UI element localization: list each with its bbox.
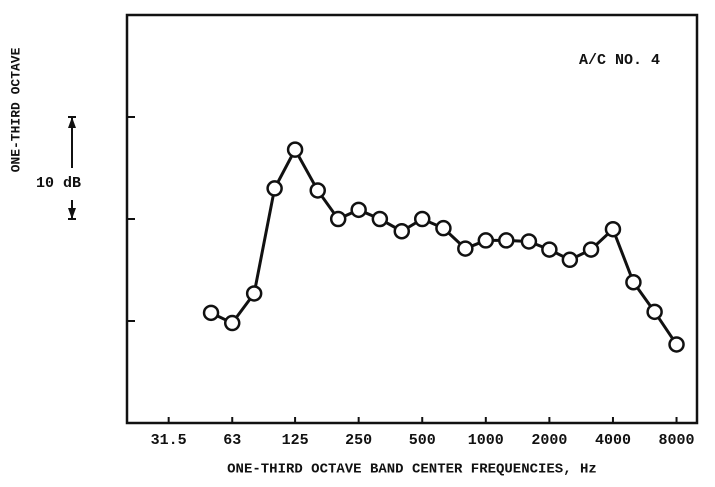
x-tick-label: 63 <box>223 432 241 449</box>
data-point <box>309 182 326 199</box>
x-tick-label: 1000 <box>468 432 504 449</box>
data-point <box>561 251 579 269</box>
y-axis-label: ONE-THIRD OCTAVE <box>8 47 23 172</box>
scale-label: 10 dB <box>36 175 81 192</box>
data-point <box>604 220 622 238</box>
x-tick-label: 250 <box>345 432 372 449</box>
data-point <box>202 304 220 322</box>
data-point <box>646 303 663 321</box>
data-point <box>477 232 495 249</box>
data-point <box>520 233 538 250</box>
data-point <box>329 210 347 228</box>
data-point <box>286 141 304 158</box>
x-tick-label: 500 <box>409 432 436 449</box>
plot-frame <box>125 13 699 425</box>
x-tick-label: 125 <box>282 432 309 449</box>
data-point <box>457 240 474 257</box>
scale-bracket <box>68 116 76 220</box>
data-point <box>371 210 389 228</box>
x-tick-label: 31.5 <box>151 432 187 449</box>
data-point <box>625 273 642 291</box>
data-point <box>393 222 411 240</box>
data-point <box>223 314 241 332</box>
data-point <box>541 241 558 258</box>
data-point <box>498 232 515 249</box>
x-tick-label: 2000 <box>531 432 567 449</box>
annotation: A/C NO. 4 <box>579 52 660 69</box>
data-point <box>435 219 452 237</box>
data-point <box>668 336 685 353</box>
x-tick-label: 8000 <box>659 432 695 449</box>
data-point <box>266 180 283 197</box>
data-line <box>210 146 678 346</box>
data-point <box>245 285 263 302</box>
data-point <box>350 201 367 219</box>
data-point <box>582 241 600 258</box>
x-axis-label: ONE-THIRD OCTAVE BAND CENTER FREQUENCIES… <box>227 462 597 478</box>
x-tick-label: 4000 <box>595 432 631 449</box>
data-point <box>413 210 431 228</box>
